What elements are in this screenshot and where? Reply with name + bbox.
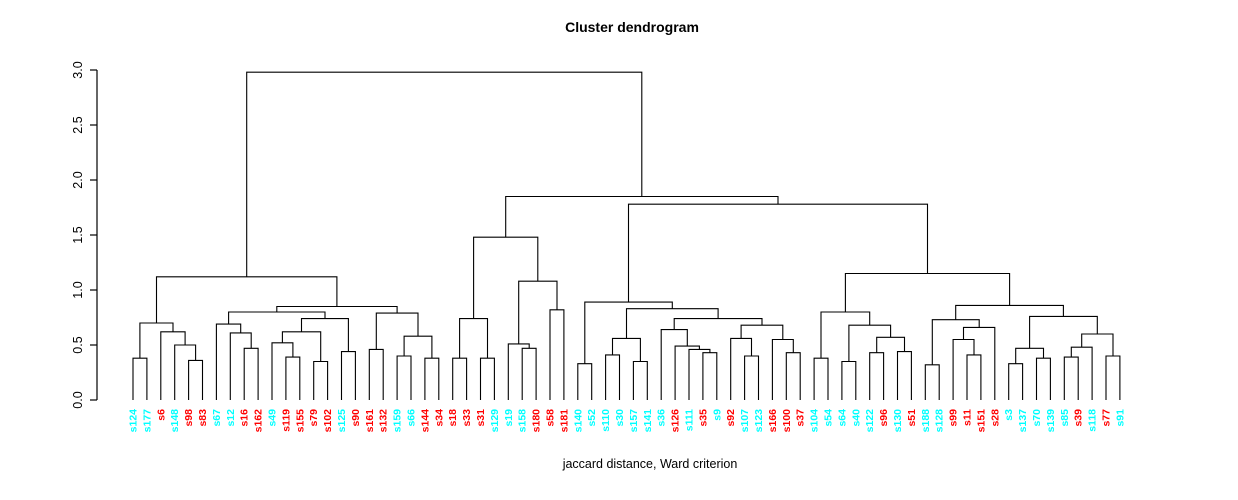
leaf-label-s96: s96: [878, 409, 890, 427]
leaf-label-s70: s70: [1031, 409, 1043, 427]
y-tick-label: 1.0: [71, 281, 85, 298]
leaf-label-s119: s119: [280, 409, 292, 432]
leaf-label-s162: s162: [253, 409, 265, 433]
leaf-label-s40: s40: [850, 409, 862, 427]
leaf-label-s130: s130: [892, 409, 904, 433]
leaf-label-s123: s123: [753, 409, 765, 433]
leaf-label-s148: s148: [169, 409, 181, 433]
leaf-label-s67: s67: [211, 409, 223, 427]
leaf-label-s161: s161: [364, 409, 376, 433]
leaf-label-s137: s137: [1017, 409, 1029, 433]
leaf-label-s77: s77: [1101, 409, 1113, 427]
leaf-label-s90: s90: [350, 409, 362, 427]
leaf-label-s181: s181: [558, 409, 570, 433]
leaf-label-s3: s3: [1003, 409, 1015, 421]
leaf-label-s66: s66: [406, 409, 418, 427]
leaf-label-s99: s99: [948, 409, 960, 427]
leaf-label-s124: s124: [128, 409, 140, 433]
leaf-label-s100: s100: [781, 409, 793, 433]
leaf-label-s132: s132: [378, 409, 390, 433]
y-tick-label: 3.0: [71, 61, 85, 78]
y-tick-label: 1.5: [71, 226, 85, 243]
leaf-label-s166: s166: [767, 409, 779, 433]
leaf-label-s110: s110: [600, 409, 612, 432]
leaf-label-s141: s141: [642, 409, 654, 433]
leaf-label-s37: s37: [795, 409, 807, 427]
leaf-label-s30: s30: [614, 409, 626, 427]
leaf-label-s52: s52: [586, 409, 598, 427]
leaf-label-s122: s122: [864, 409, 876, 433]
leaf-label-s144: s144: [419, 409, 431, 433]
leaf-label-s39: s39: [1073, 409, 1085, 427]
leaf-label-s83: s83: [197, 409, 209, 427]
leaf-label-s180: s180: [531, 409, 543, 433]
leaf-label-s12: s12: [225, 409, 237, 427]
leaf-label-s11: s11: [962, 409, 974, 426]
leaf-label-s19: s19: [503, 409, 515, 427]
leaf-label-s129: s129: [489, 409, 501, 433]
y-tick-label: 2.5: [71, 116, 85, 133]
leaf-label-s188: s188: [920, 409, 932, 433]
leaf-label-s79: s79: [308, 409, 320, 427]
leaf-label-s54: s54: [823, 409, 835, 427]
leaf-label-s35: s35: [697, 409, 709, 427]
leaf-label-s6: s6: [155, 409, 167, 421]
leaf-label-s118: s118: [1087, 409, 1099, 432]
y-tick-label: 2.0: [71, 171, 85, 188]
leaf-label-s9: s9: [711, 409, 723, 421]
leaf-label-s125: s125: [336, 409, 348, 433]
leaf-label-s102: s102: [322, 409, 334, 433]
leaf-label-s107: s107: [739, 409, 751, 433]
leaf-label-s111: s111: [684, 409, 696, 431]
leaf-label-s177: s177: [141, 409, 153, 433]
leaf-label-s98: s98: [183, 409, 195, 427]
leaf-labels: s124 s177 s6 s148 s98 s83 s67 s12 s16 s162 s49 s119…: [128, 409, 1127, 433]
leaf-label-s159: s159: [392, 409, 404, 433]
y-tick-label: 0.0: [71, 391, 85, 408]
leaf-label-s51: s51: [906, 409, 918, 427]
leaf-label-s16: s16: [239, 409, 251, 427]
leaf-label-s126: s126: [670, 409, 682, 433]
leaf-label-s28: s28: [989, 409, 1001, 427]
leaf-label-s140: s140: [572, 409, 584, 433]
leaf-label-s92: s92: [725, 409, 737, 427]
leaf-label-s85: s85: [1059, 409, 1071, 427]
leaf-label-s104: s104: [809, 409, 821, 433]
leaf-label-s34: s34: [433, 409, 445, 427]
chart-title: Cluster dendrogram: [565, 19, 699, 35]
y-axis: 0.0 0.5 1.0 1.5 2.0 2.5 3.0: [71, 61, 98, 409]
y-tick-label: 0.5: [71, 336, 85, 353]
x-axis-caption: jaccard distance, Ward criterion: [562, 457, 738, 471]
dendrogram-branches: [132, 71, 1121, 400]
leaf-label-s64: s64: [836, 409, 848, 427]
leaf-label-s157: s157: [628, 409, 640, 433]
leaf-label-s18: s18: [447, 409, 459, 427]
leaf-label-s36: s36: [656, 409, 668, 427]
leaf-label-s128: s128: [934, 409, 946, 433]
branch-segments: [132, 71, 1121, 400]
leaf-label-s155: s155: [294, 409, 306, 433]
leaf-label-s158: s158: [517, 409, 529, 433]
leaf-label-s91: s91: [1114, 409, 1126, 427]
leaf-label-s58: s58: [545, 409, 557, 427]
leaf-label-s49: s49: [267, 409, 279, 427]
leaf-label-s139: s139: [1045, 409, 1057, 433]
leaf-label-s151: s151: [975, 409, 987, 433]
leaf-label-s33: s33: [461, 409, 473, 427]
leaf-label-s31: s31: [475, 409, 487, 427]
